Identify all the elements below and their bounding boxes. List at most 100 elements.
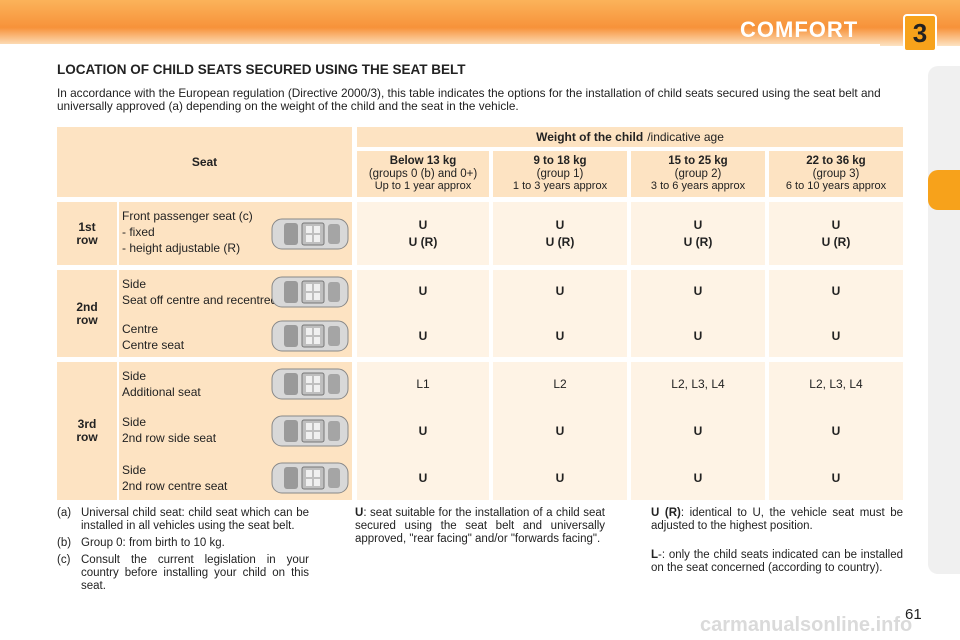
- group-cell: 9 to 18 kg (group 1) 1 to 3 years approx: [493, 151, 627, 197]
- value-line: U: [693, 328, 703, 343]
- car-icon: [270, 366, 350, 402]
- value-line: L1: [416, 376, 430, 391]
- value: U U (R): [357, 202, 489, 265]
- seat-text: Side Additional seat: [122, 368, 352, 406]
- value: U: [631, 456, 765, 500]
- intro: In accordance with the European regulati…: [57, 86, 881, 113]
- definition-text: -: only the child seats indicated can be…: [651, 549, 903, 574]
- seat-text: Side 2nd row centre seat: [122, 462, 352, 500]
- group-weight: 9 to 18 kg: [533, 155, 587, 168]
- value: U: [357, 408, 489, 454]
- value: U: [493, 315, 627, 357]
- active-tab: [928, 170, 960, 210]
- seat-text: Side Seat off centre and recentred: [122, 276, 352, 313]
- row-label-cell: 1st row: [57, 202, 117, 265]
- value-line: U: [555, 470, 565, 485]
- weight-header-cell: Weight of the child/indicative age: [357, 127, 903, 147]
- value-line: U (R): [408, 234, 438, 249]
- value-line: U: [418, 328, 428, 343]
- value-line: U: [693, 217, 703, 232]
- definition-term: U (R): [651, 507, 681, 519]
- value-line: L2: [553, 376, 567, 391]
- group-cell: 15 to 25 kg (group 2) 3 to 6 years approx: [631, 151, 765, 197]
- seat-text: Side 2nd row side seat: [122, 414, 352, 454]
- note: (a) Universal child seat: child seat whic…: [57, 507, 309, 533]
- group-weight: 15 to 25 kg: [668, 155, 728, 168]
- value-cell: [769, 362, 903, 500]
- value-line: U: [418, 217, 428, 232]
- header-band: [0, 0, 960, 46]
- group-name: (group 3): [812, 167, 860, 180]
- value-cell: [357, 362, 489, 500]
- group-age: 6 to 10 years approx: [785, 180, 887, 193]
- value: U: [769, 315, 903, 357]
- value-cell: [769, 202, 903, 265]
- value: U U (R): [493, 202, 627, 265]
- value-line: L2, L3, L4: [671, 376, 725, 391]
- row-label: 2nd row: [76, 299, 98, 327]
- car-icon: [270, 318, 350, 354]
- seat-line: - height adjustable (R): [122, 241, 241, 255]
- value-cell: [357, 202, 489, 265]
- seat-line: Side: [122, 463, 147, 477]
- header-line: [0, 44, 880, 47]
- row-label-cell: 2nd row: [57, 270, 117, 357]
- group-name: (group 1): [536, 167, 584, 180]
- value-line: U: [831, 423, 841, 438]
- value-line: U: [693, 284, 703, 298]
- watermark: carmanualsonline.info: [700, 614, 913, 636]
- value-line: U: [693, 423, 703, 438]
- weight-header: Weight of the child: [536, 130, 644, 144]
- chapter-badge: 3: [903, 14, 937, 52]
- value: U: [631, 270, 765, 313]
- note-key: (b): [57, 537, 72, 549]
- note-text: Consult the current legislation in your …: [81, 554, 309, 592]
- group-name: (group 2): [674, 167, 722, 180]
- value-line: U (R): [821, 234, 851, 249]
- seat-line: - fixed: [122, 225, 155, 239]
- car-icon: [270, 413, 350, 449]
- value-line: U: [555, 284, 565, 298]
- value-cell: [631, 362, 765, 500]
- value: U: [357, 456, 489, 500]
- value-cell: [493, 362, 627, 500]
- value-cell: [769, 270, 903, 357]
- value-line: U: [831, 470, 841, 485]
- seat-text: Centre Centre seat: [122, 321, 352, 357]
- value-line: U: [555, 217, 565, 232]
- note-key: (a): [57, 507, 72, 519]
- seat-line: Side: [122, 415, 147, 429]
- value: U: [493, 270, 627, 313]
- value: U: [769, 408, 903, 454]
- seat-line: Side: [122, 369, 147, 383]
- side-tabs: [928, 66, 960, 574]
- heading: LOCATION OF CHILD SEATS SECURED USING TH…: [57, 62, 466, 77]
- group-cell: 22 to 36 kg (group 3) 6 to 10 years approx: [769, 151, 903, 197]
- value-cell: [631, 270, 765, 357]
- definition-term: L: [651, 549, 659, 561]
- value: U: [769, 456, 903, 500]
- value-line: U (R): [545, 234, 575, 249]
- definition-text: : seat suitable for the installation of …: [355, 507, 605, 545]
- value: U: [357, 315, 489, 357]
- row-label: 3rd row: [76, 417, 98, 444]
- definition: U (R): identical to U, the vehicle seat …: [651, 507, 903, 533]
- note-text: Group 0: from birth to 10 kg.: [81, 537, 225, 549]
- value-line: U: [418, 423, 428, 438]
- group-cell: Below 13 kg (groups 0 (b) and 0+) Up to 1 …: [357, 151, 489, 197]
- value-cell: [357, 270, 489, 357]
- car-icon: [270, 216, 350, 252]
- seat-line: Front passenger seat (c): [122, 209, 253, 223]
- value: U U (R): [631, 202, 765, 265]
- note: (b) Group 0: from birth to 10 kg.: [57, 537, 309, 550]
- seat-line: 2nd row side seat: [122, 431, 217, 445]
- seat-header: Seat: [191, 155, 218, 169]
- seat-line: Centre: [122, 322, 159, 336]
- seat-header-cell: Seat: [57, 127, 352, 197]
- definition-text: : identical to U, the vehicle seat must …: [651, 507, 903, 532]
- car-icon: [270, 460, 350, 496]
- value-line: U: [555, 328, 565, 343]
- car-icon: [270, 274, 350, 310]
- seat-line: Additional seat: [122, 385, 201, 399]
- value: U: [631, 315, 765, 357]
